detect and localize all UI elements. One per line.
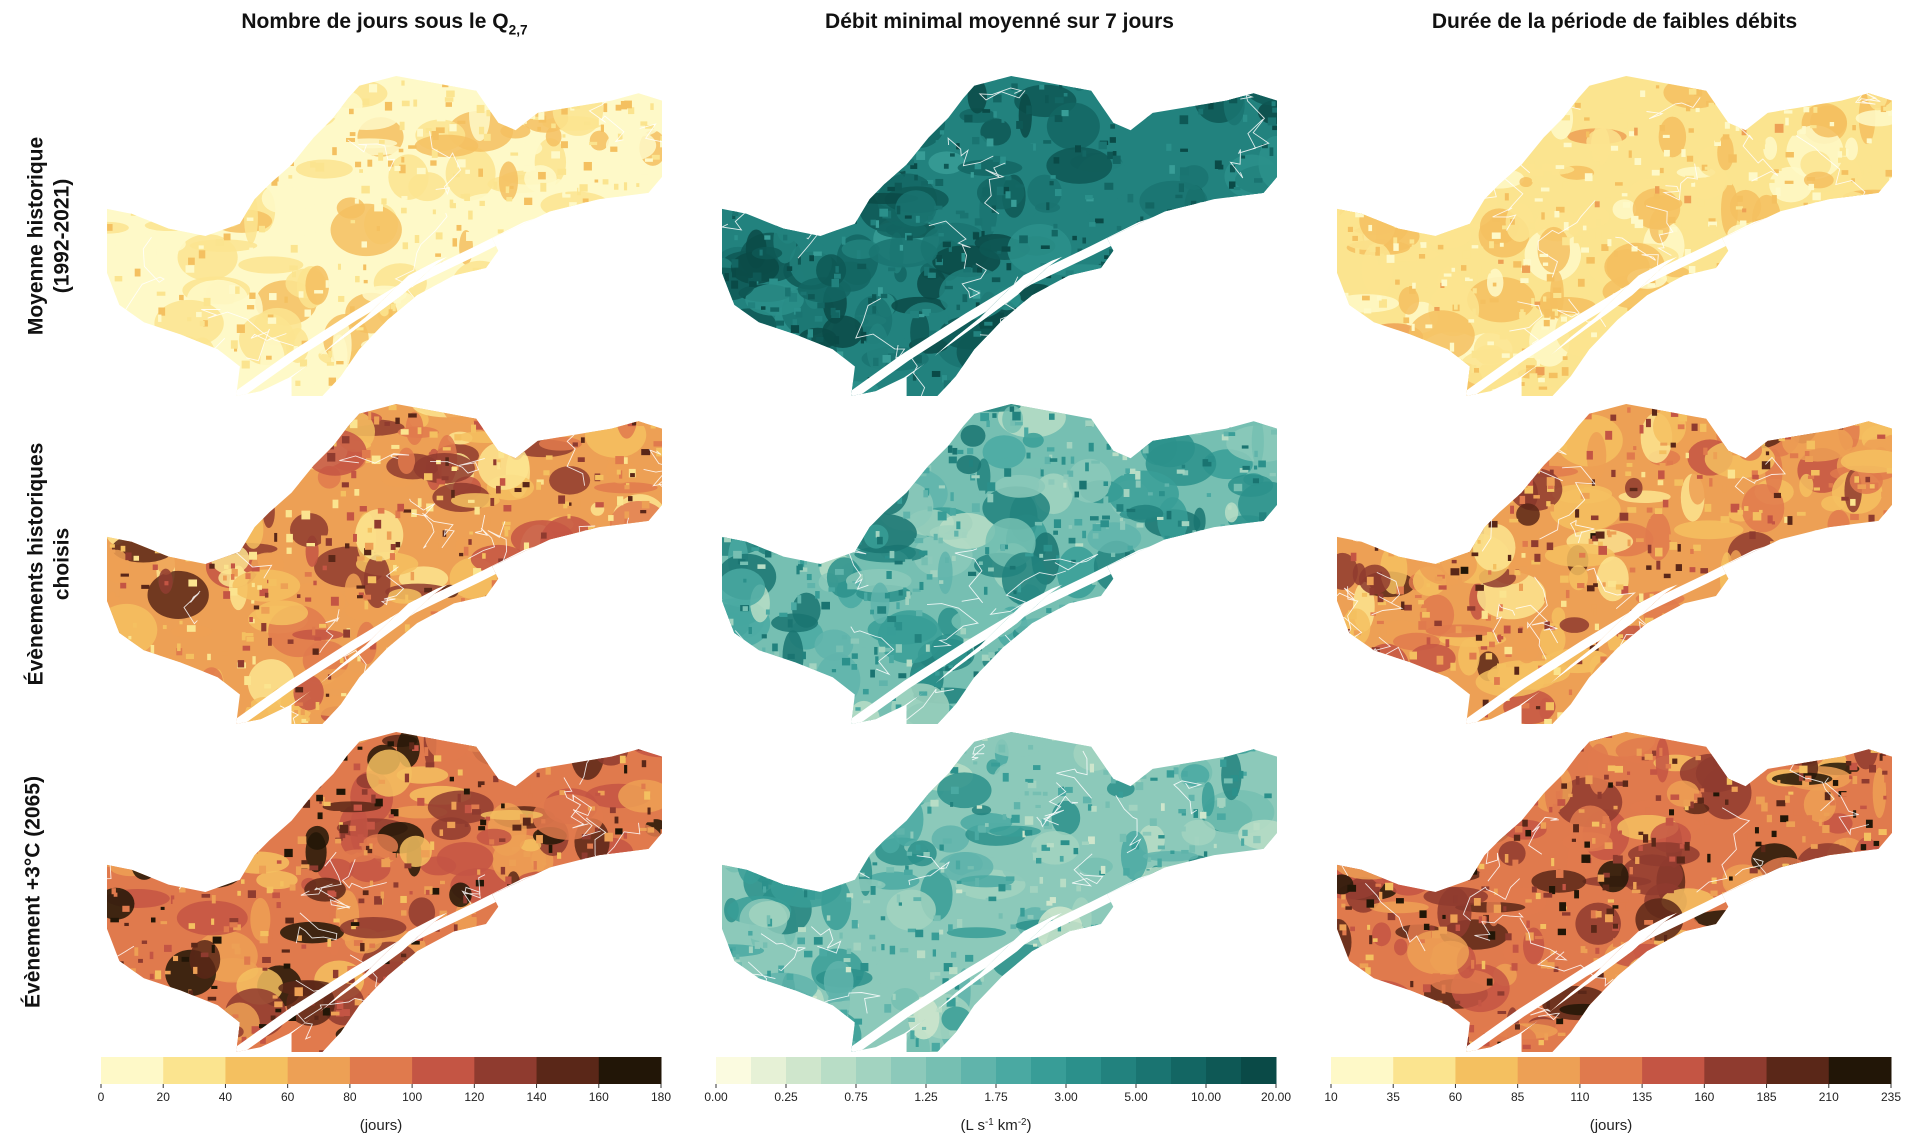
colorbar-tick-label: 120 (464, 1090, 484, 1104)
text-part: (L s (961, 1117, 985, 1134)
colorbar-bin (996, 1057, 1032, 1084)
map-panel (1310, 386, 1911, 758)
superscript: -1 (985, 1117, 994, 1128)
row-label: Évènements historiques (25, 443, 48, 686)
colorbar-tick-label: 180 (651, 1090, 671, 1104)
superscript: -2 (1018, 1117, 1027, 1128)
text-part: Durée de la période de faibles débits (1432, 10, 1797, 33)
colorbar-tick-label: 160 (589, 1090, 609, 1104)
colorbar-bin (350, 1057, 413, 1084)
colorbar-bin (961, 1057, 997, 1084)
colorbar-tick-label: 80 (343, 1090, 357, 1104)
colorbar-bin (1031, 1057, 1067, 1084)
colorbar-tick-label: 100 (402, 1090, 422, 1104)
colorbar-bin (1455, 1057, 1518, 1084)
map-panel (1291, 56, 1911, 413)
colorbar-bin (412, 1057, 475, 1084)
map-panel (74, 711, 694, 1076)
colorbar-tick-label: 60 (281, 1090, 295, 1104)
colorbar-bin (926, 1057, 962, 1084)
colorbar-bin (1580, 1057, 1643, 1084)
colorbar-tick-label: 140 (527, 1090, 547, 1104)
colorbar-tick-label: 185 (1757, 1090, 1777, 1104)
colorbar-tick-label: 85 (1511, 1090, 1525, 1104)
colorbar-bin (786, 1057, 822, 1084)
colorbar-tick-label: 20 (157, 1090, 171, 1104)
colorbar-bin (599, 1057, 662, 1084)
colorbar-bin (225, 1057, 288, 1084)
row-label: choisis (51, 528, 74, 600)
text-part: (jours) (1590, 1117, 1633, 1134)
map-panel (691, 59, 1305, 427)
colorbar-bin (1241, 1057, 1277, 1084)
colorbar-bin (1066, 1057, 1102, 1084)
colorbar-tick-label: 20.00 (1261, 1090, 1291, 1104)
colorbar-tick-label: 235 (1881, 1090, 1901, 1104)
map-panel (695, 711, 1300, 1083)
colorbar-unit: (jours) (1590, 1117, 1633, 1134)
figure: Nombre de jours sous le Q2,7​ 0 20 40 60 80 10… (0, 0, 1911, 1138)
colorbar-tick-label: 40 (219, 1090, 233, 1104)
colorbar-tick-label: 0.25 (774, 1090, 798, 1104)
colorbar-bin (1704, 1057, 1767, 1084)
column-title: Nombre de jours sous le Q2,7​ (241, 10, 527, 37)
colorbar-bin (163, 1057, 226, 1084)
colorbar-tick-label: 160 (1694, 1090, 1714, 1104)
colorbar-tick-label: 5.00 (1124, 1090, 1148, 1104)
row-label: Moyenne historique (25, 137, 48, 335)
colorbar-bin (1393, 1057, 1456, 1084)
colorbar-bin (1101, 1057, 1137, 1084)
map-panel (74, 60, 698, 439)
colorbar-tick-label: 1.25 (914, 1090, 938, 1104)
colorbar-bin (1331, 1057, 1394, 1084)
colorbar-bin (821, 1057, 857, 1084)
map-panel (694, 382, 1297, 775)
column-title: Débit minimal moyenné sur 7 jours (825, 10, 1174, 33)
colorbar-bin (1518, 1057, 1581, 1084)
text-part: Nombre de jours sous le Q (241, 10, 508, 33)
colorbar-bin (474, 1057, 537, 1084)
colorbar-tick-label: 110 (1570, 1090, 1589, 1104)
colorbar-bin (891, 1057, 927, 1084)
colorbar-tick-label: 0.75 (844, 1090, 868, 1104)
colorbar-tick-label: 35 (1387, 1090, 1401, 1104)
colorbar-tick-label: 210 (1819, 1090, 1839, 1104)
colorbar-bin (751, 1057, 787, 1084)
colorbar-tick-label: 10.00 (1191, 1090, 1221, 1104)
colorbar-bin (856, 1057, 892, 1084)
column-title: Durée de la période de faibles débits (1432, 10, 1797, 33)
colorbar-tick-label: 0.00 (704, 1090, 728, 1104)
map-panel (1308, 711, 1911, 1106)
colorbar-tick-label: 60 (1449, 1090, 1463, 1104)
text-part: Débit minimal moyenné sur 7 jours (825, 10, 1174, 33)
colorbar-tick-label: 135 (1632, 1090, 1652, 1104)
colorbar-bin (1171, 1057, 1207, 1084)
colorbar-tick-label: 0 (98, 1090, 105, 1104)
colorbar-tick-label: 3.00 (1054, 1090, 1078, 1104)
colorbar-bin (288, 1057, 351, 1084)
colorbar-bin (716, 1057, 752, 1084)
colorbar-bin (1642, 1057, 1705, 1084)
colorbar-bin (1206, 1057, 1242, 1084)
colorbar-tick-label: 1.75 (984, 1090, 1008, 1104)
row-label: (1992-2021) (51, 179, 74, 293)
text-part: ) (1026, 1117, 1031, 1134)
colorbar-bin (101, 1057, 164, 1084)
colorbar-bin (1136, 1057, 1172, 1084)
colorbar-tick-label: 10 (1324, 1090, 1338, 1104)
colorbar-bin (1767, 1057, 1830, 1084)
text-part: km (994, 1117, 1018, 1134)
colorbar-bin (537, 1057, 600, 1084)
subscript: 2,7 (509, 22, 528, 37)
map-panel (92, 379, 691, 761)
colorbar-bin (1829, 1057, 1892, 1084)
text-part: (jours) (360, 1117, 403, 1134)
colorbar-unit: (jours) (360, 1117, 403, 1134)
row-label: Évènement +3°C (2065) (22, 776, 45, 1008)
colorbar-unit: (L s-1​ km-2​) (961, 1117, 1032, 1134)
